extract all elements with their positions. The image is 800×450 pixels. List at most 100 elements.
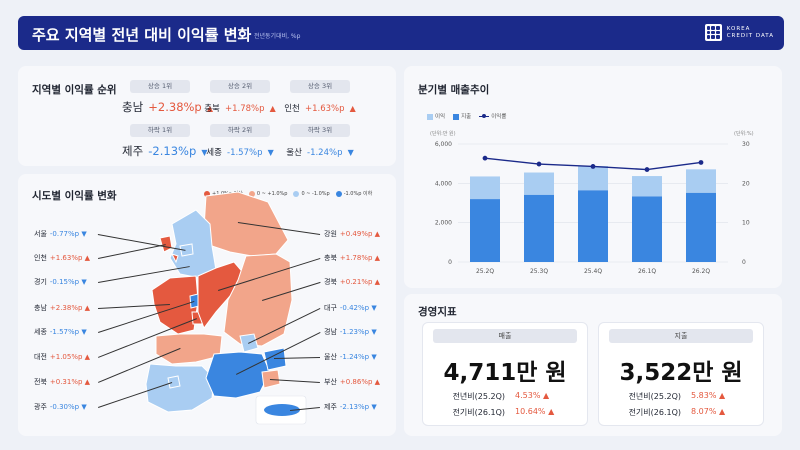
- line-point: [698, 160, 704, 165]
- map-region-value: +0.31%p: [49, 378, 83, 386]
- rank-cell: 하락 3위 울산 -1.24%p ▼: [282, 124, 358, 159]
- legend-item: -1.0%p 이하: [335, 190, 372, 197]
- map-region-label: 강원 +0.49%p ▲: [324, 229, 380, 239]
- brand-logo: KOREA CREDIT DATA: [704, 24, 774, 41]
- chart-title: 분기별 매출추이: [418, 84, 490, 96]
- y2-tick-label: 0: [742, 259, 746, 266]
- y-tick-label: 4,000: [435, 180, 452, 187]
- map-region-value: -1.23%p: [339, 328, 370, 336]
- kpi-row-label: 전기비(26.1Q): [452, 408, 505, 417]
- map-region-label: 충북 +1.78%p ▲: [324, 253, 380, 263]
- down-arrow-icon: ▼: [201, 148, 208, 157]
- up-arrow-icon: ▲: [269, 104, 276, 113]
- x-tick-label: 26.1Q: [638, 268, 656, 275]
- kpi-row-label: 전년비(25.2Q): [628, 392, 681, 401]
- rank-value: -2.13%p: [148, 144, 197, 158]
- map-region-label: 충남 +2.38%p ▲: [34, 303, 90, 313]
- kpi-tag: 매출: [433, 329, 577, 343]
- down-arrow-icon: ▼: [371, 353, 377, 361]
- line-point: [590, 164, 596, 169]
- map-region-value: -2.13%p: [339, 403, 370, 411]
- map-region-label: 제주 -2.13%p ▼: [324, 402, 377, 412]
- rank-tag: 상승 1위: [130, 80, 190, 93]
- map-region-label: 대구 -0.42%p ▼: [324, 303, 377, 313]
- map-region-label: 경북 +0.21%p ▲: [324, 277, 380, 287]
- page-title: 주요 지역별 전년 대비 이익률 변화: [32, 26, 252, 44]
- y2-tick-label: 10: [742, 220, 750, 227]
- map-region-label: 광주 -0.30%p ▼: [34, 402, 87, 412]
- map-region-value: -1.57%p: [49, 328, 80, 336]
- map-region-name: 세종: [34, 328, 47, 336]
- legend-label: 지출: [461, 114, 472, 120]
- down-arrow-icon: ▼: [371, 328, 377, 336]
- kpi-row-label: 전년비(25.2Q): [452, 392, 505, 401]
- up-arrow-icon: ▲: [374, 230, 381, 238]
- legend-label: 0 ~ -1.0%p: [301, 190, 330, 197]
- y-tick-label: 2,000: [435, 220, 452, 227]
- bar-expense: [578, 190, 608, 262]
- up-arrow-icon: ▲: [374, 378, 381, 386]
- map-region-name: 강원: [324, 230, 337, 238]
- down-arrow-icon: ▼: [267, 148, 274, 157]
- chart-legend-item: 지출: [453, 112, 471, 120]
- map-region-value: +0.49%p: [339, 230, 373, 238]
- x-tick-label: 25.3Q: [530, 268, 548, 275]
- up-arrow-icon: ▲: [374, 278, 381, 286]
- rank-region: 세종: [206, 148, 222, 158]
- legend-label: 이익률: [491, 114, 507, 120]
- header-bar: 주요 지역별 전년 대비 이익률 변화 전년동기대비, %p KOREA CRE…: [18, 16, 784, 50]
- up-arrow-icon: ▲: [206, 104, 213, 113]
- kpi-card-sales: 매출 4,711만 원 전년비(25.2Q) 4.53% ▲ 전기비(26.1Q…: [422, 322, 588, 426]
- legend-label: 이익: [435, 114, 446, 120]
- map-region-value: +1.78%p: [339, 254, 373, 262]
- y2-tick-label: 30: [742, 141, 750, 148]
- kpi-row: 전년비(25.2Q) 4.53% ▲: [423, 391, 587, 402]
- kpi-row-value: 5.83%: [691, 391, 717, 400]
- bar-profit: [632, 176, 662, 197]
- map-region-value: -0.30%p: [49, 403, 80, 411]
- map-region-label: 전북 +0.31%p ▲: [34, 377, 90, 387]
- up-arrow-icon: ▲: [542, 391, 550, 400]
- up-arrow-icon: ▲: [84, 378, 91, 386]
- kpi-card-expense: 지출 3,522만 원 전년비(25.2Q) 5.83% ▲ 전기비(26.1Q…: [598, 322, 764, 426]
- logo-text-line1: KOREA: [726, 25, 751, 32]
- ranking-title: 지역별 이익률 순위: [32, 84, 117, 96]
- map-region-label: 울산 -1.24%p ▼: [324, 352, 377, 362]
- rank-tag: 하락 2위: [210, 124, 270, 137]
- rank-value: -1.57%p: [227, 148, 263, 158]
- map-title: 시도별 이익률 변화: [32, 190, 117, 202]
- rank-value: +2.38%p: [148, 100, 202, 114]
- chart-legend-item: 이익: [427, 112, 445, 120]
- map-region-name: 경북: [324, 278, 337, 286]
- rank-tag: 하락 3위: [290, 124, 350, 137]
- rank-region: 충남: [122, 100, 144, 114]
- map-region-name: 충남: [34, 304, 47, 312]
- rank-region: 제주: [122, 144, 144, 158]
- rank-tag: 상승 3위: [290, 80, 350, 93]
- logo-grid-icon: [704, 24, 722, 41]
- down-arrow-icon: ▼: [81, 328, 87, 336]
- up-arrow-icon: ▲: [349, 104, 356, 113]
- y-tick-label: 6,000: [435, 141, 452, 148]
- map-region-value: -0.15%p: [49, 278, 80, 286]
- map-region-name: 인천: [34, 254, 47, 262]
- map-region-label: 세종 -1.57%p ▼: [34, 327, 87, 337]
- up-arrow-icon: ▲: [374, 254, 381, 262]
- map-region-value: +0.21%p: [339, 278, 373, 286]
- rank-tag: 상승 2위: [210, 80, 270, 93]
- map-region-name: 대전: [34, 353, 47, 361]
- map-region-value: +2.38%p: [49, 304, 83, 312]
- rank-value: +1.78%p: [224, 104, 265, 114]
- map-region-label: 경기 -0.15%p ▼: [34, 277, 87, 287]
- kpi-value: 3,522만 원: [619, 360, 743, 386]
- map-region-name: 광주: [34, 403, 47, 411]
- map-region-value: -1.24%p: [339, 353, 370, 361]
- map-region-name: 경기: [34, 278, 47, 286]
- down-arrow-icon: ▼: [371, 403, 377, 411]
- kpi-row-value: 4.53%: [515, 391, 541, 400]
- down-arrow-icon: ▼: [81, 403, 87, 411]
- legend-swatch: [335, 190, 342, 197]
- map-region-value: +1.63%p: [49, 254, 83, 262]
